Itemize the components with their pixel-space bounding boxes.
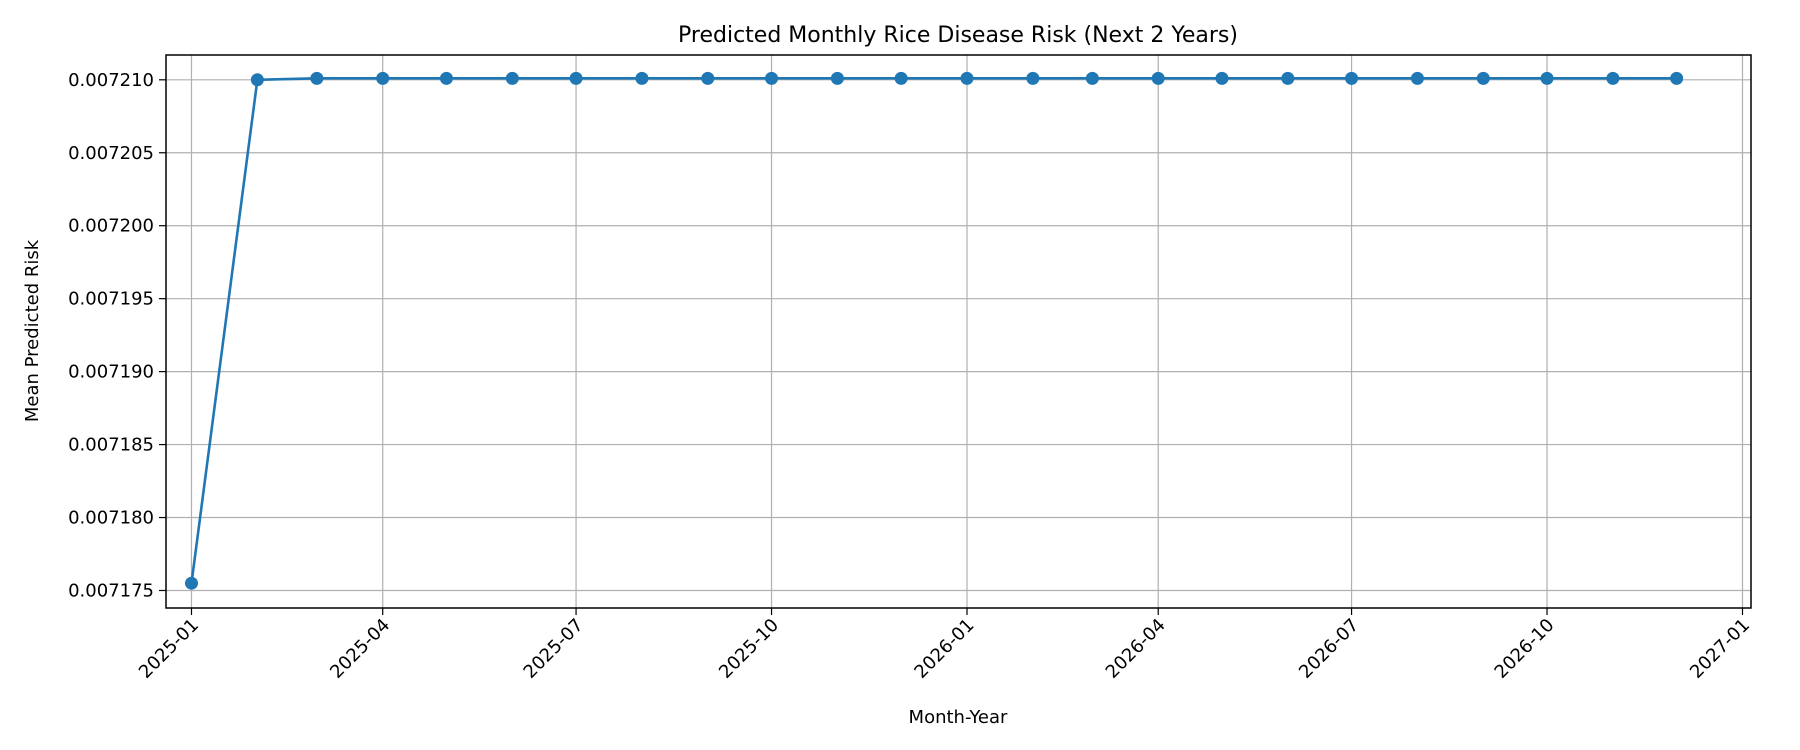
data-point [1670,71,1684,85]
x-tick-label: 2025-10 [715,615,783,683]
data-point [894,71,908,85]
data-point [1026,71,1040,85]
y-tick-label: 0.007195 [68,289,154,310]
data-point [569,71,583,85]
y-tick-label: 0.007175 [68,580,154,601]
data-point [1281,71,1295,85]
data-point [184,576,198,590]
data-point [1345,71,1359,85]
data-point [830,71,844,85]
series-line [190,77,1677,584]
y-tick-label: 0.007210 [68,70,154,91]
x-tick-label: 2027-01 [1686,615,1754,683]
x-axis: 2025-01 2025-04 2025-07 2025-10 2026-01 2026-… [135,608,1754,683]
data-point [1410,71,1424,85]
data-point [635,71,649,85]
chart-title: Predicted Monthly Rice Disease Risk (Nex… [678,23,1238,48]
data-point [376,71,390,85]
data-point [1476,71,1490,85]
y-tick-label: 0.007200 [68,216,154,237]
y-tick-label: 0.007205 [68,143,154,164]
data-point [310,71,324,85]
data-point [505,71,519,85]
y-tick-label: 0.007185 [68,435,154,456]
series-layer [184,71,1684,590]
data-point [250,73,264,87]
grid [166,55,1751,608]
data-point [1085,71,1099,85]
x-tick-label: 2025-04 [326,615,394,683]
y-tick-label: 0.007180 [68,508,154,529]
x-tick-label: 2026-07 [1295,615,1363,683]
data-point [439,71,453,85]
x-axis-label: Month-Year [909,707,1008,728]
x-tick-label: 2026-10 [1491,615,1559,683]
y-tick-label: 0.007190 [68,362,154,383]
data-point [960,71,974,85]
data-point [765,71,779,85]
x-tick-label: 2025-01 [135,615,203,683]
plot-area-frame [165,54,1752,609]
x-tick-label: 2025-07 [520,615,588,683]
x-tick-label: 2026-01 [910,615,978,683]
x-tick-label: 2026-04 [1102,615,1170,683]
data-point [701,71,715,85]
data-point [1540,71,1554,85]
data-point [1215,71,1229,85]
y-axis-label: Mean Predicted Risk [22,239,43,422]
data-point [1151,71,1165,85]
data-point [1606,71,1620,85]
y-axis: 0.007175 0.007180 0.007185 0.007190 0.007195… [68,70,166,601]
